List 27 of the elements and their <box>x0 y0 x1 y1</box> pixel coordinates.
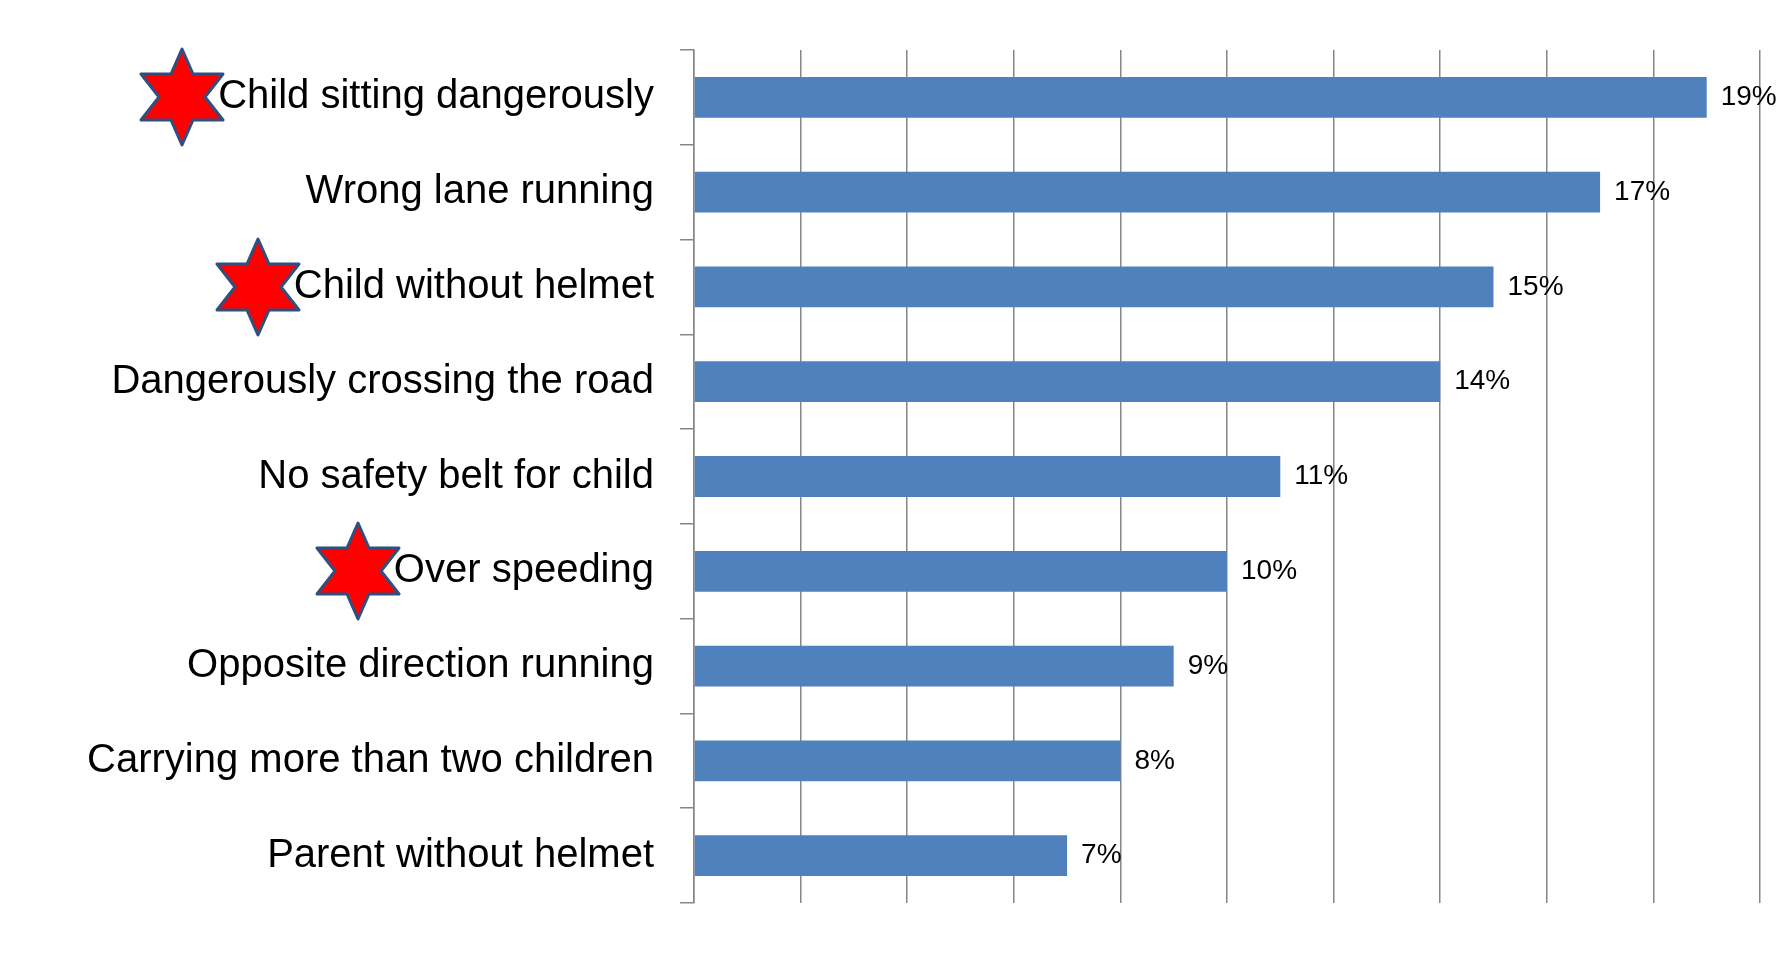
data-label: 14% <box>1454 364 1511 396</box>
data-label: 8% <box>1134 743 1175 775</box>
y-tick-label: Parent without helmet <box>267 830 654 875</box>
y-tick-label: Wrong lane running <box>305 167 654 212</box>
data-label: 15% <box>1507 269 1564 301</box>
bar <box>694 361 1441 403</box>
y-tick-label: No safety belt for child <box>258 451 654 496</box>
bar <box>694 456 1281 497</box>
y-tick-label: Opposite direction running <box>187 641 654 686</box>
data-label: 17% <box>1614 174 1671 206</box>
y-tick-label: Dangerously crossing the road <box>111 356 654 401</box>
data-label: 19% <box>1720 80 1777 112</box>
bar <box>694 266 1494 308</box>
bar <box>694 171 1601 213</box>
data-label: 7% <box>1081 838 1122 870</box>
data-label: 11% <box>1294 459 1349 491</box>
data-label: 9% <box>1187 648 1229 680</box>
bar <box>694 740 1121 782</box>
bar <box>694 77 1707 118</box>
y-tick-label: Child sitting dangerously <box>218 72 654 117</box>
y-tick-label: Over speeding <box>393 546 654 591</box>
bar <box>694 835 1068 876</box>
bar <box>694 550 1227 592</box>
bar <box>694 645 1174 687</box>
y-tick-label: Carrying more than two children <box>87 735 654 780</box>
y-tick-label: Child without helmet <box>293 261 654 306</box>
data-label: 10% <box>1241 554 1298 585</box>
